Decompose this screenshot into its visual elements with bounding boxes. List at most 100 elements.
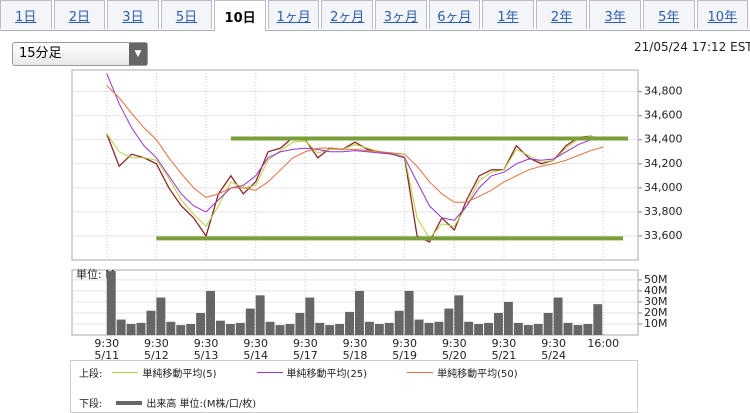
volume-bar bbox=[166, 321, 176, 335]
legend-label: 下段: bbox=[79, 399, 103, 410]
x-tick-label: 9:30 5/13 bbox=[193, 337, 219, 362]
volume-bar bbox=[484, 322, 494, 335]
period-tab[interactable]: 10日 bbox=[214, 0, 266, 31]
x-tick-label: 16:00 bbox=[587, 337, 620, 350]
period-tab[interactable]: 3ヶ月 bbox=[375, 0, 427, 29]
legend-upper: 上段: 単純移動平均(5) 単純移動平均(25) 単純移動平均(50) bbox=[79, 365, 548, 380]
moving-average-line bbox=[106, 85, 604, 203]
x-tick-label: 9:30 5/21 bbox=[491, 337, 517, 362]
y-tick-label: 33,800 bbox=[644, 205, 683, 218]
period-tab[interactable]: 3年 bbox=[589, 0, 641, 29]
volume-bar bbox=[434, 321, 444, 335]
period-tab[interactable]: 3日 bbox=[107, 0, 159, 29]
volume-bar bbox=[275, 325, 285, 335]
period-tab[interactable]: 2ヶ月 bbox=[321, 0, 374, 29]
y-tick-label: 34,800 bbox=[644, 85, 683, 98]
x-tick-label: 9:30 5/12 bbox=[144, 337, 169, 362]
period-tab[interactable]: 10年 bbox=[696, 0, 749, 29]
legend-text: 出来高 単位:(M株/口/枚) bbox=[146, 399, 257, 410]
price-line bbox=[106, 133, 604, 243]
x-tick-label: 9:30 5/20 bbox=[441, 337, 467, 362]
legend-item: 単純移動平均(25) bbox=[256, 365, 367, 380]
volume-bar bbox=[464, 321, 474, 335]
volume-bar bbox=[335, 323, 345, 335]
period-tab[interactable]: 2年 bbox=[535, 0, 588, 29]
volume-bar bbox=[503, 301, 513, 335]
volume-bar bbox=[315, 322, 325, 335]
volume-bar bbox=[285, 323, 295, 335]
volume-bar bbox=[364, 321, 374, 335]
legend-text: 単純移動平均(50) bbox=[437, 369, 518, 380]
charts: 33,600 33,800 34,000 34,200 34,400 34,600 34,8… bbox=[71, 69, 683, 336]
legend-swatch bbox=[407, 372, 434, 373]
volume-bar bbox=[394, 310, 404, 335]
x-tick-label: 9:30 5/11 bbox=[94, 337, 120, 362]
x-tick-label: 9:30 5/18 bbox=[342, 337, 368, 362]
volume-bar bbox=[543, 312, 553, 335]
x-tick-label: 9:30 5/14 bbox=[243, 337, 269, 362]
volume-bar bbox=[325, 325, 335, 335]
y-tick-label: 34,600 bbox=[644, 109, 683, 122]
volume-bar bbox=[404, 290, 414, 335]
volume-bar bbox=[305, 297, 315, 335]
volume-bar bbox=[444, 308, 454, 335]
legend: 上段: 単純移動平均(5) 単純移動平均(25) 単純移動平均(50) 下段: 出来高 … bbox=[70, 360, 638, 413]
volume-bar bbox=[424, 322, 434, 335]
y-tick-label: 34,400 bbox=[644, 133, 683, 146]
period-tab[interactable]: 6ヶ月 bbox=[428, 0, 481, 29]
period-tab[interactable]: 2日 bbox=[53, 0, 106, 29]
legend-lower: 下段: 出来高 単位:(M株/口/枚) bbox=[79, 395, 286, 410]
volume-bar bbox=[295, 312, 305, 335]
period-tabs: 1日 2日 3日 5日 10日 1ヶ月 2ヶ月 3ヶ月 6ヶ月 1年 2年 3年 5年 10年 bbox=[0, 0, 750, 31]
volume-bar bbox=[156, 297, 166, 335]
volume-bar bbox=[245, 308, 255, 335]
period-tab[interactable]: 1ヶ月 bbox=[267, 0, 320, 29]
volume-bar bbox=[206, 290, 215, 335]
volume-bar bbox=[474, 323, 484, 335]
y-tick-label: 20M bbox=[644, 306, 668, 319]
x-tick-label: 9:30 5/19 bbox=[392, 337, 417, 362]
volume-bar bbox=[126, 323, 136, 335]
volume-bar bbox=[225, 323, 235, 335]
volume-bar bbox=[454, 295, 464, 335]
moving-average-line bbox=[106, 133, 604, 240]
volume-bar bbox=[573, 325, 583, 335]
volume-bar bbox=[533, 323, 543, 335]
y-tick-label: 40M bbox=[644, 284, 668, 297]
moving-average-line bbox=[106, 73, 604, 221]
x-tick-label: 9:30 5/17 bbox=[292, 337, 318, 362]
volume-bar bbox=[523, 325, 533, 335]
legend-swatch bbox=[112, 372, 139, 373]
y-tick-label: 50M bbox=[644, 273, 668, 286]
volume-bar bbox=[583, 323, 593, 335]
volume-bar bbox=[265, 321, 275, 335]
period-tab[interactable]: 1日 bbox=[0, 0, 52, 29]
plot-area bbox=[71, 69, 639, 261]
timestamp: 21/05/24 17:12 EST bbox=[634, 40, 750, 54]
legend-label: 上段: bbox=[79, 369, 103, 380]
legend-item: 単純移動平均(5) bbox=[112, 365, 217, 380]
volume-bar bbox=[494, 312, 503, 335]
volume-bar bbox=[513, 322, 523, 335]
period-tab[interactable]: 1年 bbox=[482, 0, 534, 29]
y-tick-label: 30M bbox=[644, 295, 668, 308]
volume-bar bbox=[355, 290, 364, 335]
period-tab[interactable]: 5年 bbox=[642, 0, 695, 29]
volume-bar bbox=[136, 322, 146, 335]
volume-bar bbox=[563, 322, 573, 335]
y-tick-label: 34,000 bbox=[644, 181, 683, 194]
volume-bar bbox=[374, 323, 384, 335]
legend-text: 単純移動平均(5) bbox=[142, 369, 217, 380]
x-tick-label: 9:30 5/24 bbox=[541, 337, 566, 362]
volume-bar bbox=[345, 311, 355, 335]
volume-bar bbox=[414, 319, 424, 335]
legend-swatch bbox=[256, 372, 283, 373]
period-tab[interactable]: 5日 bbox=[160, 0, 213, 29]
volume-bar bbox=[384, 322, 394, 335]
volume-bar bbox=[116, 319, 126, 335]
volume-bar bbox=[235, 322, 245, 335]
volume-bar bbox=[186, 323, 196, 335]
dropdown-arrow: ▼ bbox=[129, 43, 147, 65]
interval-select[interactable]: 15分足 ▼ bbox=[12, 42, 148, 66]
